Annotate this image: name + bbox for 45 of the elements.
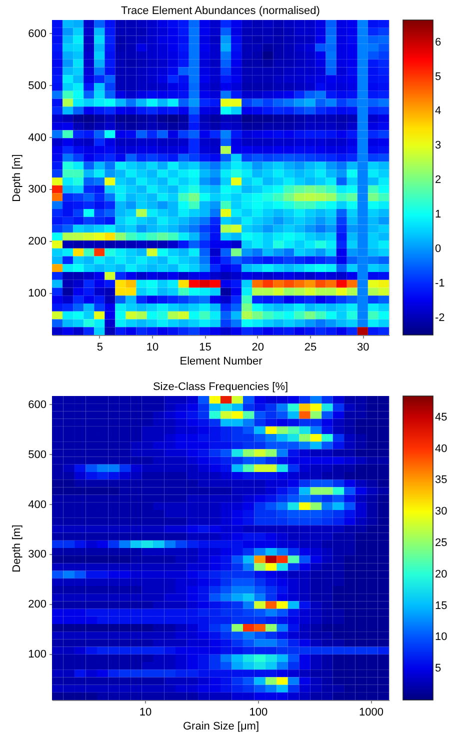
y-tick-label: 200 <box>28 236 46 248</box>
color-bar-label: 0 <box>435 242 442 255</box>
color-bar-label: 35 <box>435 474 448 486</box>
color-bar-label: 40 <box>435 442 448 455</box>
color-bar-label: 30 <box>435 506 448 518</box>
y-tick-label: 400 <box>28 132 46 144</box>
x-tick-label: 10 <box>146 342 159 354</box>
color-bar-label: -1 <box>435 277 445 290</box>
chart-title: Size-Class Frequencies [%] <box>152 381 288 393</box>
y-tick-label: 300 <box>28 548 46 561</box>
x-tick-label: 25 <box>304 342 317 354</box>
color-bar-label: 45 <box>435 411 448 424</box>
y-tick-label: 600 <box>28 28 46 40</box>
color-bar-label: 15 <box>435 600 448 612</box>
color-bar-label: 1 <box>435 208 442 221</box>
color-bar-label: 20 <box>435 568 448 580</box>
color-bar-label: 3 <box>435 140 442 152</box>
y-tick-label: 600 <box>28 398 46 411</box>
y-axis-title: Depth [m] <box>11 524 24 572</box>
x-tick-label: 10 <box>139 706 152 718</box>
color-bar-label: -2 <box>435 312 445 324</box>
color-bar-label: 6 <box>435 36 442 48</box>
color-bar-label: 10 <box>435 631 448 644</box>
x-tick-label: 20 <box>252 342 264 354</box>
y-tick-label: 200 <box>28 598 46 611</box>
x-tick-label: 5 <box>96 342 103 354</box>
color-bar-label: 5 <box>435 662 442 675</box>
color-bar-label: 2 <box>435 174 442 186</box>
chart-title: Trace Element Abundances (normalised) <box>121 5 320 17</box>
x-tick-label: 100 <box>249 706 268 718</box>
y-tick-label: 300 <box>28 184 46 196</box>
y-tick-label: 100 <box>28 287 46 300</box>
x-tick-label: 15 <box>199 342 212 354</box>
y-tick-label: 400 <box>28 498 46 511</box>
x-axis-title: Element Number <box>180 356 263 368</box>
y-axis-title: Depth [m] <box>11 154 24 202</box>
y-tick-label: 500 <box>28 448 46 461</box>
x-tick-label: 1000 <box>359 706 384 718</box>
x-axis-title: Grain Size [μm] <box>182 720 260 732</box>
y-tick-label: 500 <box>28 80 46 92</box>
color-bar-label: 4 <box>435 105 442 118</box>
y-tick-label: 100 <box>28 648 46 661</box>
x-tick-label: 30 <box>357 342 370 354</box>
color-bar-label: 25 <box>435 536 448 549</box>
color-bar-label: 5 <box>435 70 442 83</box>
